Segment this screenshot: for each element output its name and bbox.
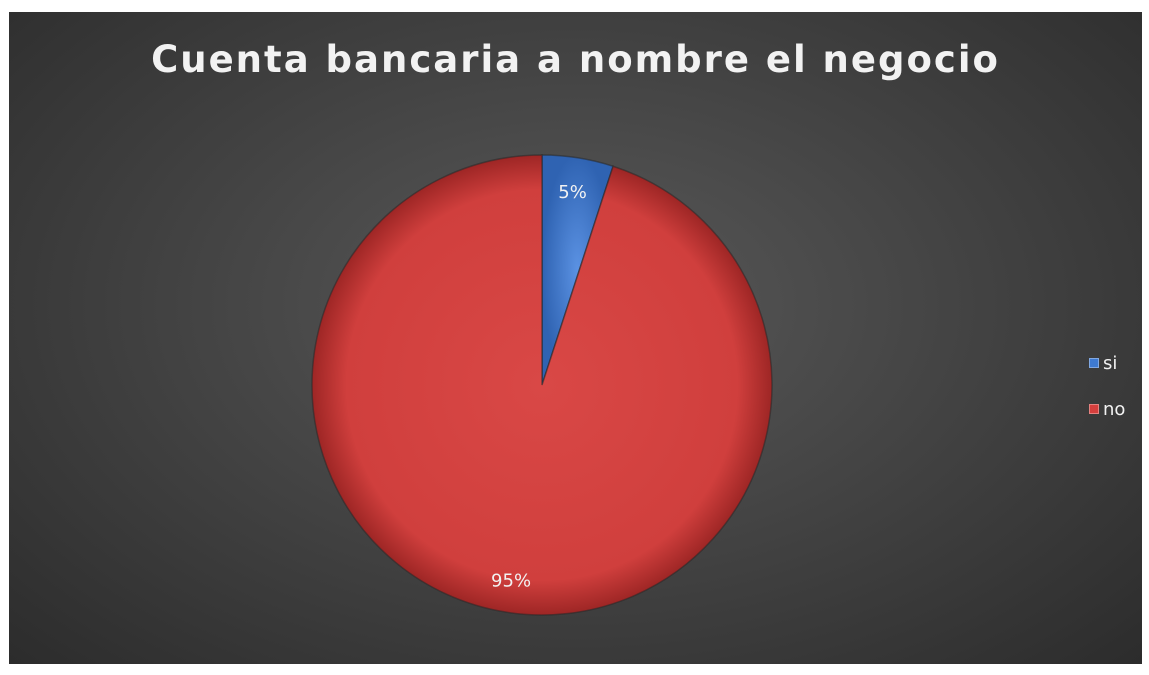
data-label-no: 95% [491, 570, 531, 591]
legend-item-no: no [1089, 398, 1125, 420]
legend-swatch-no [1089, 404, 1099, 414]
pie-slice-no [311, 154, 773, 616]
legend-label-si: si [1103, 352, 1118, 374]
pie-data-labels: 5% 95% [491, 182, 587, 591]
legend-swatch-si [1089, 358, 1099, 368]
chart-legend: si no [1089, 352, 1125, 444]
chart-title: Cuenta bancaria a nombre el negocio [151, 38, 1000, 81]
chart-area: Cuenta bancaria a nombre el negocio 5% 95… [9, 12, 1142, 664]
data-label-si: 5% [558, 182, 587, 203]
pie-chart: 5% 95% [311, 154, 773, 616]
legend-item-si: si [1089, 352, 1125, 374]
legend-label-no: no [1103, 398, 1126, 420]
pie-slices [311, 154, 773, 616]
